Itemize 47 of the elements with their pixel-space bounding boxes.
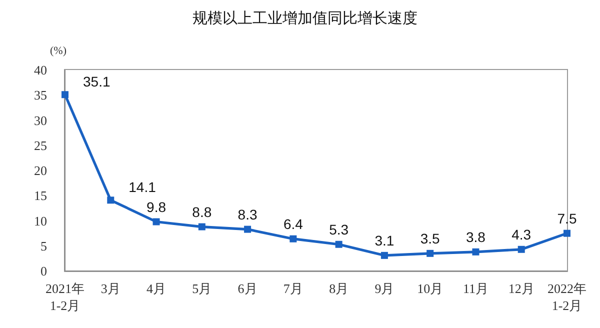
x-tick-label: 12月 — [508, 281, 534, 296]
y-tick-label: 20 — [34, 163, 47, 178]
data-label: 8.8 — [192, 204, 212, 220]
x-tick-label: 5月 — [192, 281, 212, 296]
data-label: 5.3 — [329, 221, 349, 238]
data-label: 3.5 — [420, 230, 440, 246]
y-tick-label: 40 — [34, 62, 47, 78]
point — [107, 196, 114, 204]
x-tick-label: 7月 — [283, 281, 303, 296]
point — [62, 91, 68, 98]
data-label: 35.1 — [83, 74, 110, 90]
y-tick-label: 0 — [40, 264, 47, 279]
point — [472, 248, 480, 256]
point — [152, 218, 160, 226]
x-tick-label: 2022年 1-2月 — [548, 281, 586, 313]
point — [198, 223, 206, 230]
y-tick-label: 25 — [34, 138, 47, 153]
y-tick-label: 5 — [40, 238, 47, 254]
x-tick-label: 9月 — [374, 281, 394, 296]
y-axis-title: (%) — [50, 45, 66, 57]
chart-title: 规模以上工业增加值同比增长速度 — [192, 9, 418, 28]
data-label: 6.4 — [283, 216, 304, 232]
point — [244, 226, 252, 233]
x-tick-label: 3月 — [100, 281, 120, 296]
data-label: 4.3 — [512, 226, 532, 242]
x-tick-label: 10月 — [417, 281, 444, 296]
data-label: 7.5 — [557, 210, 577, 226]
x-tick-label: 2021年 1-2月 — [46, 281, 84, 313]
point — [426, 250, 434, 257]
x-tick-label: 11月 — [462, 281, 488, 296]
y-tick-label: 15 — [34, 188, 47, 204]
data-label: 3.8 — [466, 228, 486, 245]
x-tick-label: 6月 — [238, 281, 258, 296]
point — [290, 235, 297, 242]
y-tick-label: 30 — [34, 112, 47, 128]
data-label: 8.3 — [238, 206, 258, 222]
point — [518, 246, 525, 253]
y-tick-label: 10 — [34, 213, 47, 228]
point — [380, 252, 388, 259]
y-tick-label: 35 — [34, 88, 47, 103]
point — [564, 230, 570, 237]
data-label: 9.8 — [146, 198, 166, 215]
data-label: 3.1 — [374, 232, 394, 248]
data-label: 14.1 — [128, 179, 156, 196]
x-tick-label: 4月 — [146, 281, 166, 296]
point — [335, 240, 342, 248]
x-tick-label: 8月 — [329, 281, 349, 296]
